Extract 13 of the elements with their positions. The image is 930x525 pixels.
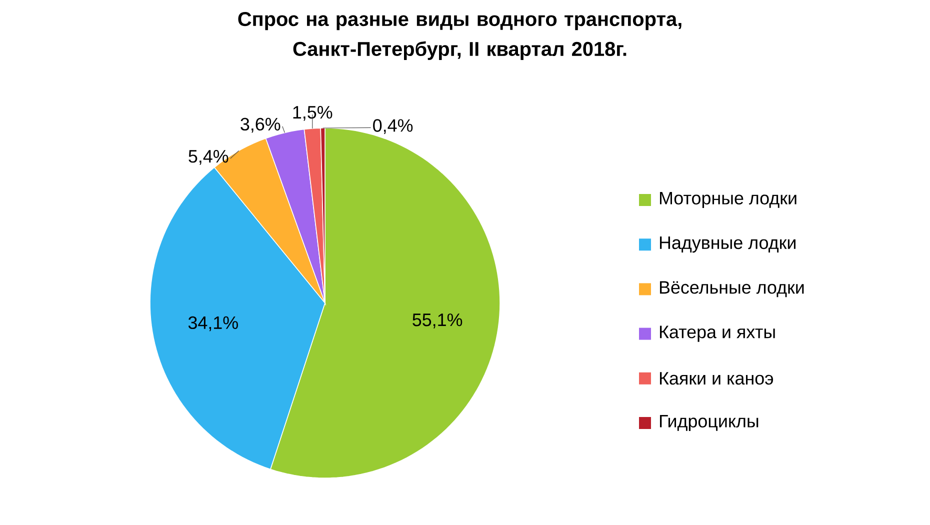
legend-label: Вёсельные лодки <box>660 281 804 298</box>
data-label: 1,5% <box>293 106 332 121</box>
legend-label: Надувные лодки <box>660 236 796 253</box>
legend-label: Моторные лодки <box>660 192 796 208</box>
data-label: 5,4% <box>188 150 228 165</box>
data-label: 34,1% <box>188 316 238 332</box>
legend-label: Катера и яхты <box>660 326 775 342</box>
data-label: 0,4% <box>373 119 413 134</box>
data-label: 3,6% <box>240 118 280 133</box>
chart-title: Спрос на разные виды водного транспорта, Санкт-Петербург, II квартал 2018г. <box>238 12 682 60</box>
data-label: 55,1% <box>412 314 462 328</box>
legend-label: Гидроциклы <box>660 414 758 432</box>
legend-label: Каяки и каноэ <box>660 372 774 385</box>
